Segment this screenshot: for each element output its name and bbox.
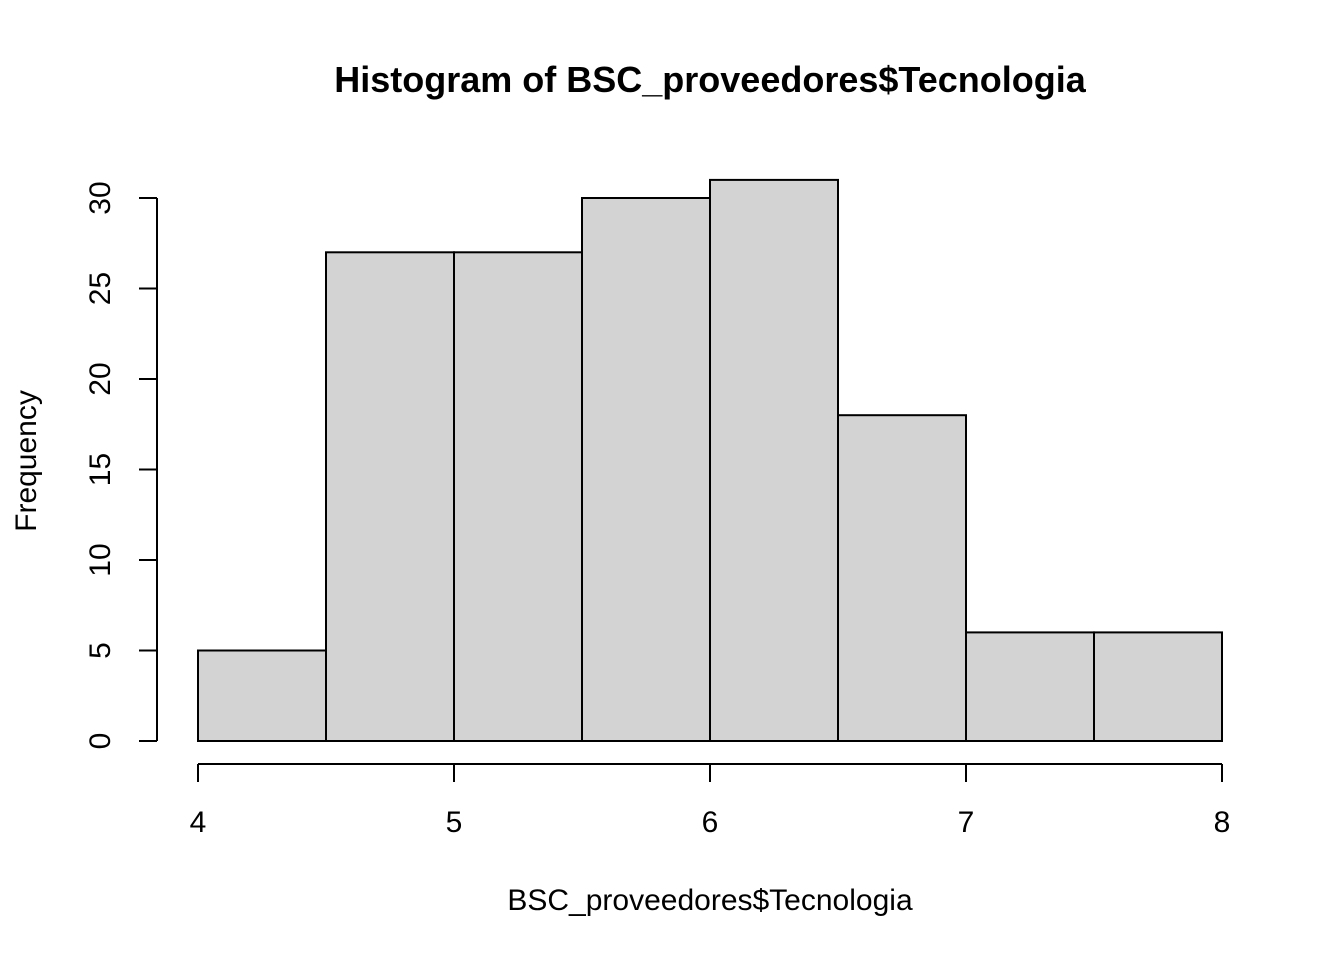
histogram-bar-6 <box>837 414 967 742</box>
histogram-bar-5 <box>709 178 839 742</box>
x-tick-label-8: 8 <box>1214 806 1231 839</box>
y-tick-label-5: 5 <box>84 642 117 659</box>
x-tick-label-6: 6 <box>702 806 719 839</box>
histogram-bar-3 <box>453 251 583 743</box>
x-tick-label-4: 4 <box>190 806 207 839</box>
y-tick-label-20: 20 <box>84 362 117 395</box>
histogram-bar-4 <box>581 197 711 742</box>
x-tick-label-5: 5 <box>446 806 463 839</box>
histogram-bar-7 <box>965 631 1095 743</box>
y-tick-label-0: 0 <box>84 733 117 750</box>
y-tick-label-30: 30 <box>84 181 117 214</box>
y-tick-label-15: 15 <box>84 453 117 486</box>
histogram-bar-1 <box>197 649 327 742</box>
y-axis: 0 5 10 15 20 25 30 <box>84 181 158 750</box>
bars-group <box>197 178 1223 743</box>
histogram-bar-8 <box>1093 631 1223 743</box>
y-axis-label: Frequency <box>10 390 43 532</box>
x-axis-label: BSC_proveedores$Tecnologia <box>507 884 913 917</box>
x-axis: 4 5 6 7 8 <box>190 763 1231 839</box>
x-tick-label-7: 7 <box>958 806 975 839</box>
y-tick-label-25: 25 <box>84 272 117 305</box>
y-tick-label-10: 10 <box>84 543 117 576</box>
histogram-bar-2 <box>325 251 455 743</box>
chart-title: Histogram of BSC_proveedores$Tecnologia <box>334 59 1086 100</box>
